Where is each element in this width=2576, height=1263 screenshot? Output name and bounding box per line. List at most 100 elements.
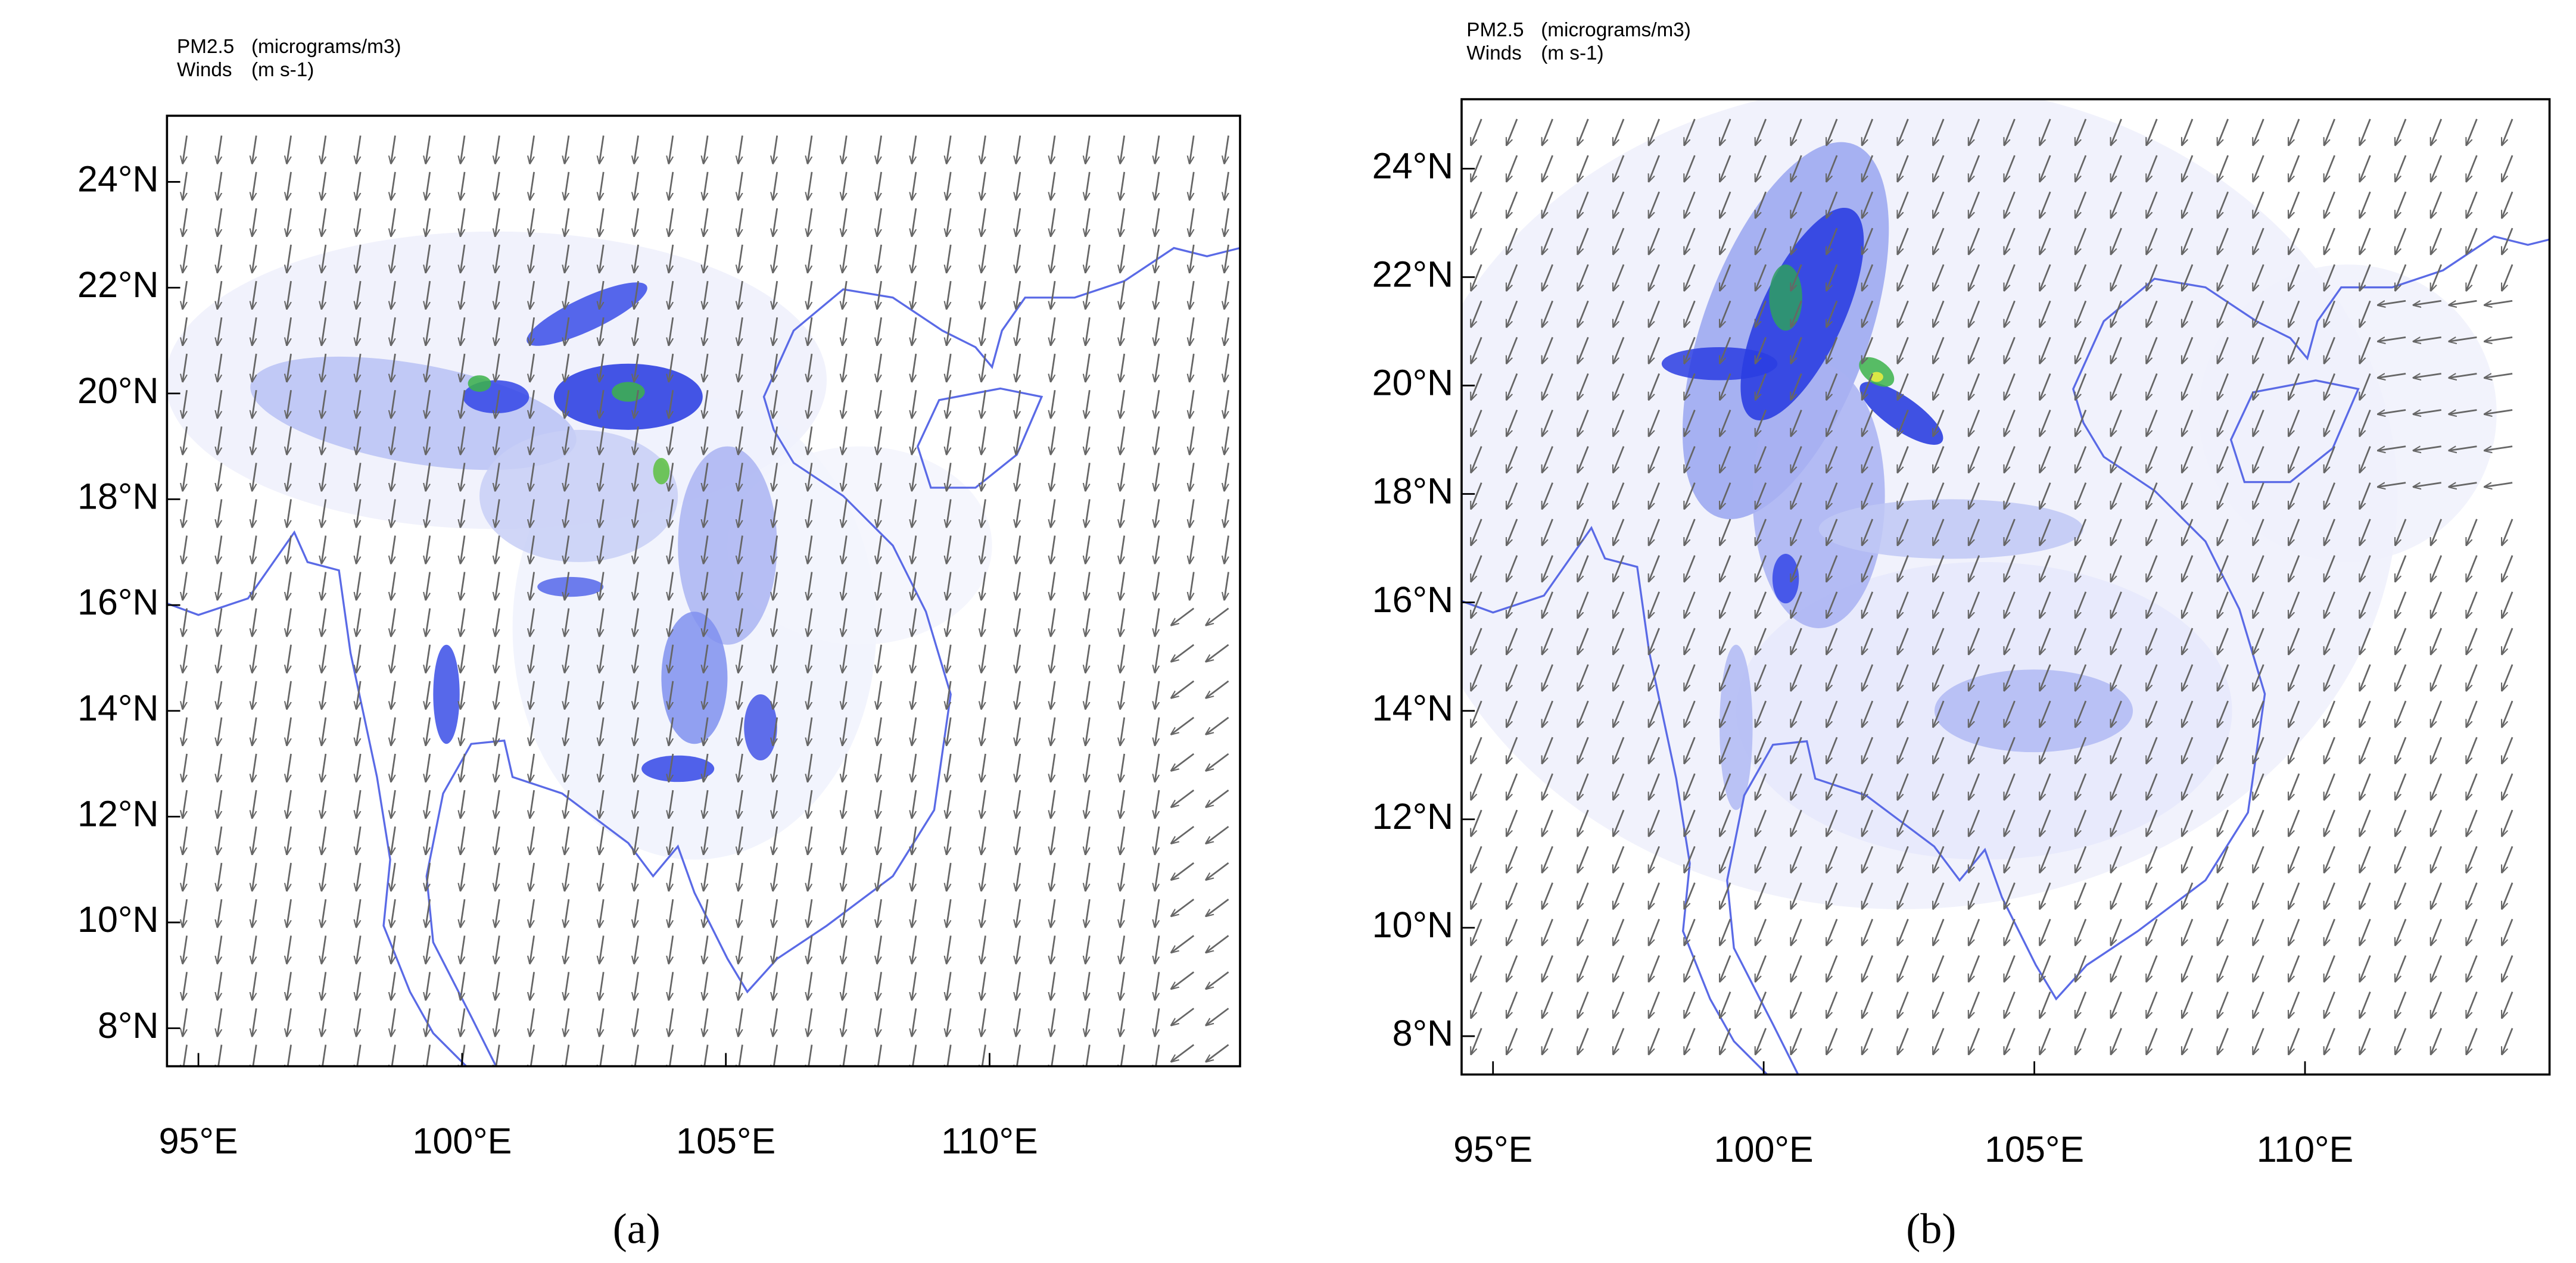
wind-vector: [634, 135, 639, 164]
wind-vector: [703, 535, 709, 563]
wind-vector: [877, 790, 882, 818]
wind-vector: [322, 826, 327, 855]
wind-vector: [738, 862, 743, 891]
wind-vector: [981, 935, 986, 963]
wind-vector: [773, 753, 778, 782]
wind-vector: [391, 317, 396, 345]
pm25-plume: [433, 644, 460, 744]
wind-vector: [773, 208, 778, 236]
wind-vector: [460, 1008, 466, 1036]
wind-vector: [773, 463, 778, 491]
wind-vector: [634, 862, 639, 891]
wind-vector: [912, 608, 917, 637]
wind-vector: [703, 753, 709, 782]
wind-vector: [738, 499, 743, 527]
wind-vector: [460, 353, 466, 382]
wind-vector: [981, 1044, 986, 1066]
wind-vector: [1189, 535, 1195, 563]
wind-vector: [460, 171, 466, 200]
wind-vector: [1051, 572, 1056, 600]
lon-label: 100°E: [1714, 1129, 1814, 1170]
wind-vector: [565, 280, 570, 309]
wind-vector: [426, 608, 431, 637]
wind-vector: [460, 572, 466, 600]
wind-vector: [1225, 244, 1229, 273]
wind-vector: [1016, 389, 1021, 418]
wind-vector: [495, 644, 500, 673]
wind-vector: [981, 389, 986, 418]
wind-vector: [703, 171, 709, 200]
wind-vector: [669, 244, 674, 273]
wind-vector: [773, 171, 778, 200]
pm25-plume: [479, 429, 678, 562]
wind-vector: [495, 681, 500, 709]
wind-vector: [773, 389, 778, 418]
wind-vector: [287, 681, 292, 709]
wind-vector: [669, 790, 674, 818]
wind-vector: [912, 135, 917, 164]
wind-vector: [565, 353, 570, 382]
wind-vector: [981, 499, 986, 527]
wind-vector: [912, 862, 917, 891]
pm25-plume: [1818, 499, 2083, 559]
wind-vector: [1155, 244, 1160, 273]
wind-vector: [460, 899, 466, 927]
wind-vector: [287, 644, 292, 673]
wind-vector: [1206, 607, 1229, 625]
wind-vector: [946, 535, 952, 563]
wind-vector: [981, 317, 986, 345]
wind-vector: [530, 608, 535, 637]
wind-vector: [1155, 826, 1160, 855]
wind-vector: [1051, 717, 1056, 746]
wind-vector: [738, 208, 743, 236]
wind-vector: [391, 171, 396, 200]
wind-vector: [460, 535, 466, 563]
wind-vector: [981, 826, 986, 855]
wind-vector: [634, 208, 639, 236]
wind-vector: [183, 244, 188, 273]
wind-vector: [1051, 463, 1056, 491]
wind-vector: [773, 681, 778, 709]
wind-vector: [912, 935, 917, 963]
wind-vector: [669, 717, 674, 746]
wind-vector: [1016, 535, 1021, 563]
wind-vector: [1172, 1008, 1195, 1025]
wind-vector: [322, 644, 327, 673]
wind-vector: [1155, 935, 1160, 963]
wind-vector: [808, 1008, 813, 1036]
wind-vector: [1051, 972, 1056, 1000]
wind-vector: [1016, 1008, 1021, 1036]
lat-label: 10°N: [77, 899, 158, 940]
wind-vector: [981, 717, 986, 746]
wind-vector: [877, 244, 882, 273]
wind-vector: [495, 353, 500, 382]
wind-vector: [1085, 753, 1091, 782]
wind-vector: [1120, 608, 1126, 637]
wind-vector: [1085, 935, 1091, 963]
wind-vector: [1085, 790, 1091, 818]
wind-vector: [1120, 535, 1126, 563]
wind-vector: [1225, 135, 1229, 164]
wind-vector: [217, 535, 223, 563]
wind-vector: [669, 681, 674, 709]
wind-vector: [703, 389, 709, 418]
wind-vector: [287, 535, 292, 563]
wind-vector: [565, 463, 570, 491]
wind-vector: [1120, 826, 1126, 855]
wind-vector: [1225, 426, 1229, 454]
wind-vector: [1051, 1008, 1056, 1036]
wind-vector: [738, 608, 743, 637]
wind-vector: [808, 499, 813, 527]
wind-vector: [1172, 1044, 1195, 1061]
wind-vector: [599, 317, 605, 345]
wind-vector: [495, 862, 500, 891]
wind-vector: [599, 353, 605, 382]
wind-vector: [1016, 280, 1021, 309]
wind-vector: [1189, 208, 1195, 236]
wind-vector: [1155, 463, 1160, 491]
wind-vector: [287, 972, 292, 1000]
wind-vector: [322, 389, 327, 418]
wind-vector: [808, 535, 813, 563]
wind-vector: [669, 1008, 674, 1036]
wind-vector: [842, 280, 848, 309]
